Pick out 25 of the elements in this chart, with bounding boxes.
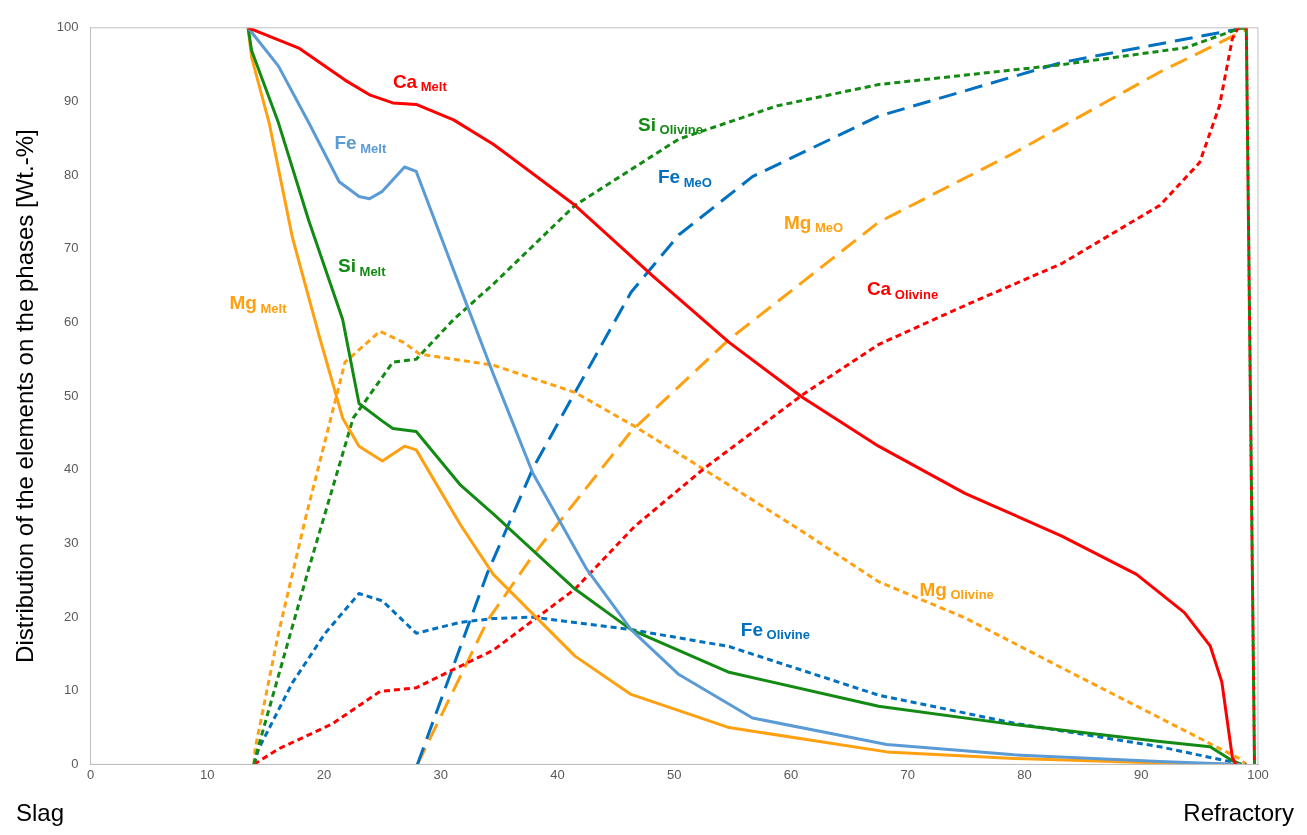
y-tick-label: 0 xyxy=(71,755,79,771)
x-tick-label: 70 xyxy=(900,766,915,782)
y-tick-label: 30 xyxy=(64,535,79,550)
y-tick-label: 80 xyxy=(64,166,79,182)
x-tick-label: 100 xyxy=(1247,766,1269,782)
y-axis-title: Distribution of the elements on the phases [Wt.-%] xyxy=(11,129,39,663)
y-tick-label: 100 xyxy=(56,19,79,35)
y-tick-label: 50 xyxy=(64,387,79,403)
x-tick-label: 20 xyxy=(316,766,332,782)
x-tick-label: 50 xyxy=(667,766,682,782)
text: Slag xyxy=(16,799,65,827)
text: Refractory xyxy=(1183,799,1294,827)
x-tick-label: 30 xyxy=(433,766,448,782)
x-tick-label: 10 xyxy=(200,766,215,782)
y-tick-label: 10 xyxy=(64,682,79,698)
y-tick-label: 40 xyxy=(64,461,79,477)
y-tick-label: 20 xyxy=(64,608,79,624)
x-tick-label: 40 xyxy=(550,766,565,782)
x-tick-label: 90 xyxy=(1134,766,1149,782)
y-tick-label: 90 xyxy=(64,93,79,109)
x-tick-label: 80 xyxy=(1017,766,1032,782)
y-tick-label: 60 xyxy=(64,314,79,330)
x-tick-label: 0 xyxy=(86,766,95,782)
x-tick-label: 60 xyxy=(783,766,799,782)
y-tick-label: 70 xyxy=(64,240,79,256)
